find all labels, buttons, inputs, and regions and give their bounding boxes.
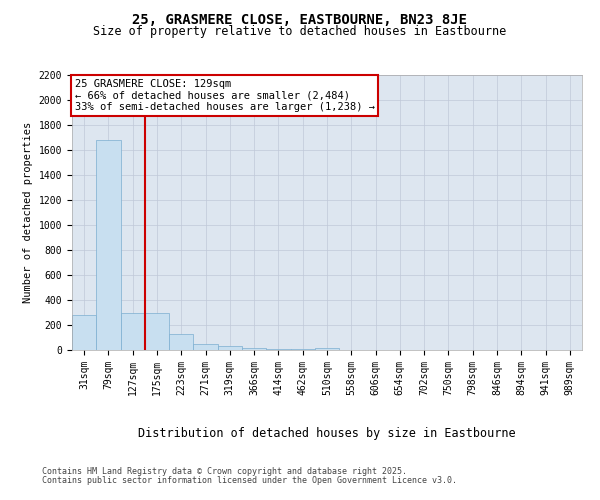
Bar: [145, 312, 169, 350]
Bar: [72, 315, 96, 350]
Text: Contains HM Land Registry data © Crown copyright and database right 2025.: Contains HM Land Registry data © Crown c…: [42, 468, 407, 476]
Text: Contains public sector information licensed under the Open Government Licence v3: Contains public sector information licen…: [42, 476, 457, 485]
Text: Distribution of detached houses by size in Eastbourne: Distribution of detached houses by size …: [138, 428, 516, 440]
Text: Size of property relative to detached houses in Eastbourne: Size of property relative to detached ho…: [94, 25, 506, 38]
Bar: [315, 348, 339, 350]
Bar: [96, 140, 121, 350]
Bar: [266, 349, 290, 350]
Bar: [193, 344, 218, 350]
Bar: [121, 312, 145, 350]
Bar: [218, 346, 242, 350]
Bar: [242, 348, 266, 350]
Y-axis label: Number of detached properties: Number of detached properties: [23, 122, 33, 303]
Text: 25, GRASMERE CLOSE, EASTBOURNE, BN23 8JE: 25, GRASMERE CLOSE, EASTBOURNE, BN23 8JE: [133, 12, 467, 26]
Bar: [169, 334, 193, 350]
Text: 25 GRASMERE CLOSE: 129sqm
← 66% of detached houses are smaller (2,484)
33% of se: 25 GRASMERE CLOSE: 129sqm ← 66% of detac…: [74, 79, 374, 112]
